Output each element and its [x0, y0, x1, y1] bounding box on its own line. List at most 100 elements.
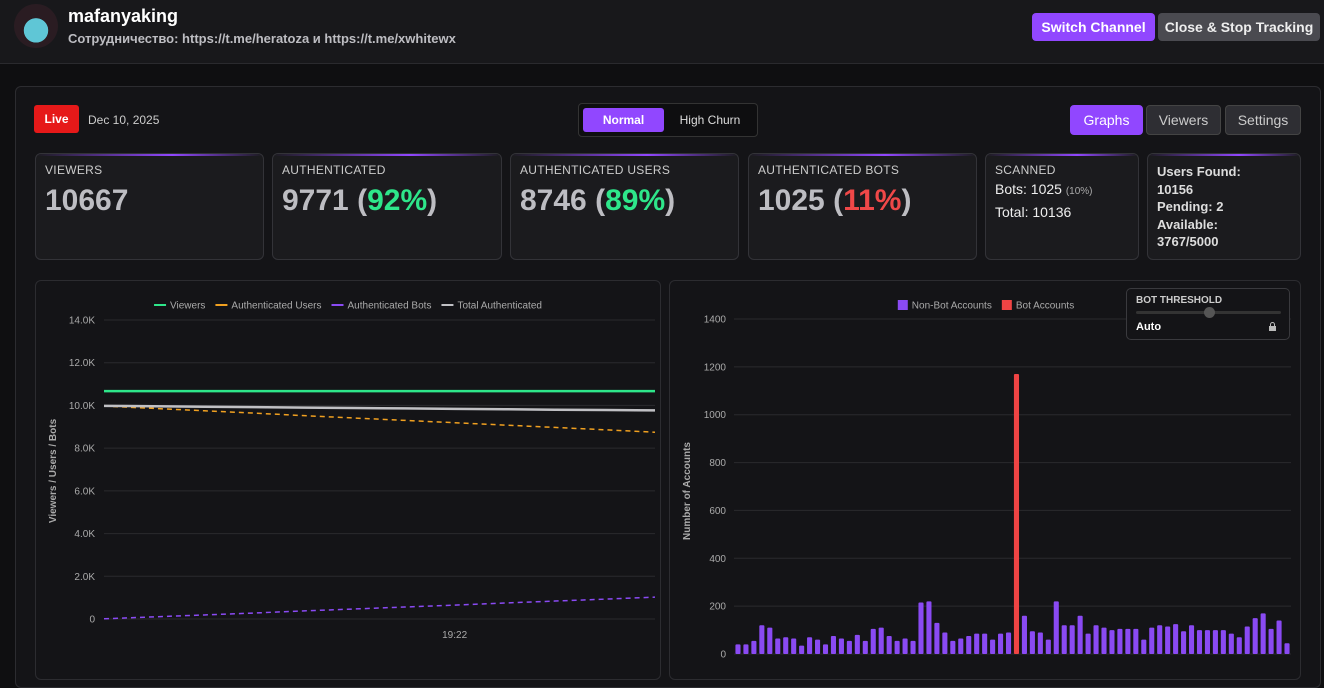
- tab[interactable]: Settings: [1225, 105, 1301, 135]
- card-value: 10667: [45, 184, 128, 218]
- date: Dec 10, 2025: [88, 113, 160, 127]
- tab[interactable]: Viewers: [1146, 105, 1221, 135]
- series-line: [103, 405, 656, 433]
- bar: [1181, 631, 1187, 654]
- bar: [1284, 643, 1290, 654]
- close-tracking-button[interactable]: Close & Stop Tracking: [1158, 13, 1320, 41]
- bar: [942, 632, 948, 654]
- bar: [878, 627, 884, 654]
- y-axis-label: Viewers / Users / Bots: [48, 418, 59, 523]
- bar: [743, 644, 749, 654]
- bar: [1196, 630, 1203, 654]
- bar: [838, 638, 844, 654]
- bar: [1173, 624, 1179, 654]
- y-tick-label: 1400: [704, 315, 727, 326]
- switch-channel-button[interactable]: Switch Channel: [1032, 13, 1155, 41]
- bar: [1260, 613, 1266, 654]
- series-line: [103, 404, 656, 412]
- bar: [799, 645, 805, 654]
- chart-panel: 0 200 400 600 800 1000 1200 1400 Number of Accou…: [669, 280, 1301, 680]
- legend-label: Total Authenticated: [457, 301, 542, 312]
- y-axis-label: Number of Accounts: [682, 442, 693, 540]
- threshold-mode: Auto: [1136, 321, 1162, 333]
- bar: [886, 636, 892, 654]
- bar: [830, 636, 837, 654]
- bar: [1204, 630, 1210, 654]
- stat-card: AUTHENTICATED BOTS 102511%: [748, 153, 977, 260]
- percent: 92%: [349, 184, 437, 217]
- users-found-line: Available:: [1157, 216, 1218, 232]
- scanned-card: SCANNED Bots: 1025 (10%) Total: 10136: [985, 153, 1139, 260]
- y-tick-label: 12.0K: [69, 358, 95, 369]
- channel-name: mafanyaking: [68, 6, 179, 26]
- bar: [1061, 625, 1067, 654]
- bar: [1005, 632, 1012, 654]
- bar: [1021, 615, 1027, 654]
- bar: [1069, 625, 1075, 654]
- bar: [854, 634, 860, 654]
- mode-button[interactable]: High Churn: [679, 113, 741, 127]
- bar: [1268, 628, 1274, 654]
- bar: [735, 644, 741, 654]
- legend: Viewers Authenticated Users Authenticated …: [154, 301, 542, 312]
- text: (10%): [1065, 186, 1093, 197]
- y-tick-label: 1200: [704, 362, 727, 373]
- bar: [783, 637, 789, 654]
- users-found-card: Users Found: 10156 Pending: 2 Available: 376…: [1147, 153, 1301, 260]
- bar: [926, 601, 932, 654]
- slider-knob[interactable]: [1204, 307, 1215, 318]
- bar: [910, 640, 916, 654]
- bar: [846, 640, 852, 654]
- users-found-line: 3767/5000: [1157, 234, 1219, 249]
- bar: [934, 622, 940, 654]
- bar: [1093, 625, 1099, 654]
- value: 1025: [758, 184, 825, 217]
- stat-card: AUTHENTICATED 977192%: [272, 153, 502, 260]
- scanned-total: Total: 10136: [995, 204, 1072, 220]
- bar: [767, 627, 773, 654]
- bar: [1276, 620, 1282, 654]
- percent: 11%: [825, 184, 912, 217]
- stat-card: VIEWERS 10667: [35, 153, 264, 260]
- legend-swatch: [1001, 300, 1012, 310]
- chart: 0 2.0K 4.0K 6.0K 8.0K 10.0K 12.0K 14.0K Viewers …: [48, 301, 656, 641]
- y-tick-label: 10.0K: [69, 401, 95, 412]
- live-badge: Live: [34, 105, 79, 133]
- bar: [958, 638, 964, 654]
- card-label: VIEWERS: [45, 163, 103, 177]
- value: 8746: [520, 184, 587, 217]
- mode-button[interactable]: Normal: [583, 108, 664, 132]
- value: 10667: [45, 184, 129, 217]
- page: Channel tracker { "header": {"channel": …: [0, 4, 1324, 688]
- bar: [822, 644, 829, 654]
- bar: [751, 640, 757, 654]
- bar: [862, 640, 868, 654]
- bar: [966, 636, 972, 654]
- card-value: 977192%: [282, 184, 437, 218]
- bar: [1157, 625, 1163, 654]
- y-tick-label: 8.0K: [74, 444, 95, 455]
- card-label: AUTHENTICATED: [282, 163, 386, 177]
- bar: [950, 640, 956, 654]
- chart-panel: 0 2.0K 4.0K 6.0K 8.0K 10.0K 12.0K 14.0K Viewers …: [35, 280, 661, 680]
- bar: [775, 638, 781, 654]
- bar: [1188, 625, 1195, 654]
- threshold-title: BOT THRESHOLD: [1136, 295, 1223, 306]
- legend-swatch: [897, 300, 908, 310]
- y-tick-label: 14.0K: [69, 316, 95, 327]
- bar: [1077, 615, 1083, 654]
- percent: 89%: [587, 184, 675, 217]
- bar: [1244, 626, 1250, 654]
- bar: [815, 639, 821, 654]
- bar: [1212, 630, 1218, 654]
- bar: [998, 633, 1004, 654]
- bar: [1101, 627, 1107, 654]
- threshold-panel: BOT THRESHOLD Auto: [1126, 288, 1290, 340]
- bar: [1125, 628, 1131, 654]
- tab[interactable]: Graphs: [1070, 105, 1143, 135]
- scanned-bots: Bots: 1025 (10%): [995, 181, 1093, 197]
- channel-description: Сотрудничество: https://t.me/heratoza и …: [68, 31, 456, 46]
- stat-card: AUTHENTICATED USERS 874689%: [510, 153, 739, 260]
- bar: [759, 625, 765, 654]
- bar: [1165, 626, 1171, 654]
